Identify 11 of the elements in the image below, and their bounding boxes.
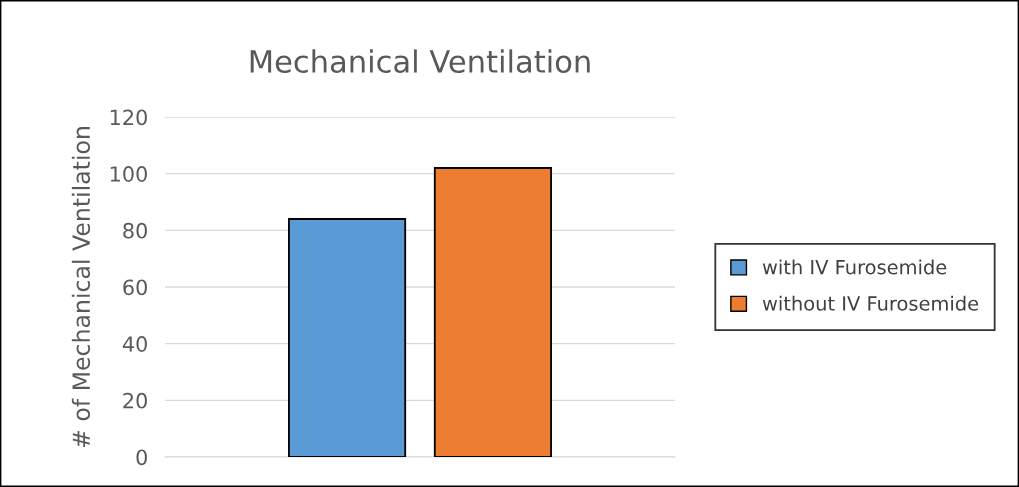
y-tick-label: 40 xyxy=(122,336,147,352)
legend-label: with IV Furosemide xyxy=(762,259,947,275)
y-tick-label: 20 xyxy=(123,392,147,409)
y-tick-label: 60 xyxy=(123,279,147,296)
legend-label: without IV Furosemide xyxy=(762,295,979,311)
chart-title: Mechanical Ventilation xyxy=(250,49,590,73)
y-tick-label: 100 xyxy=(110,166,147,182)
y-axis-title: # of Mechanical Ventilation xyxy=(71,127,91,448)
y-tick-label: 120 xyxy=(110,109,147,126)
y-tick-label: 80 xyxy=(123,222,147,239)
y-tick-label: 0 xyxy=(136,449,147,466)
